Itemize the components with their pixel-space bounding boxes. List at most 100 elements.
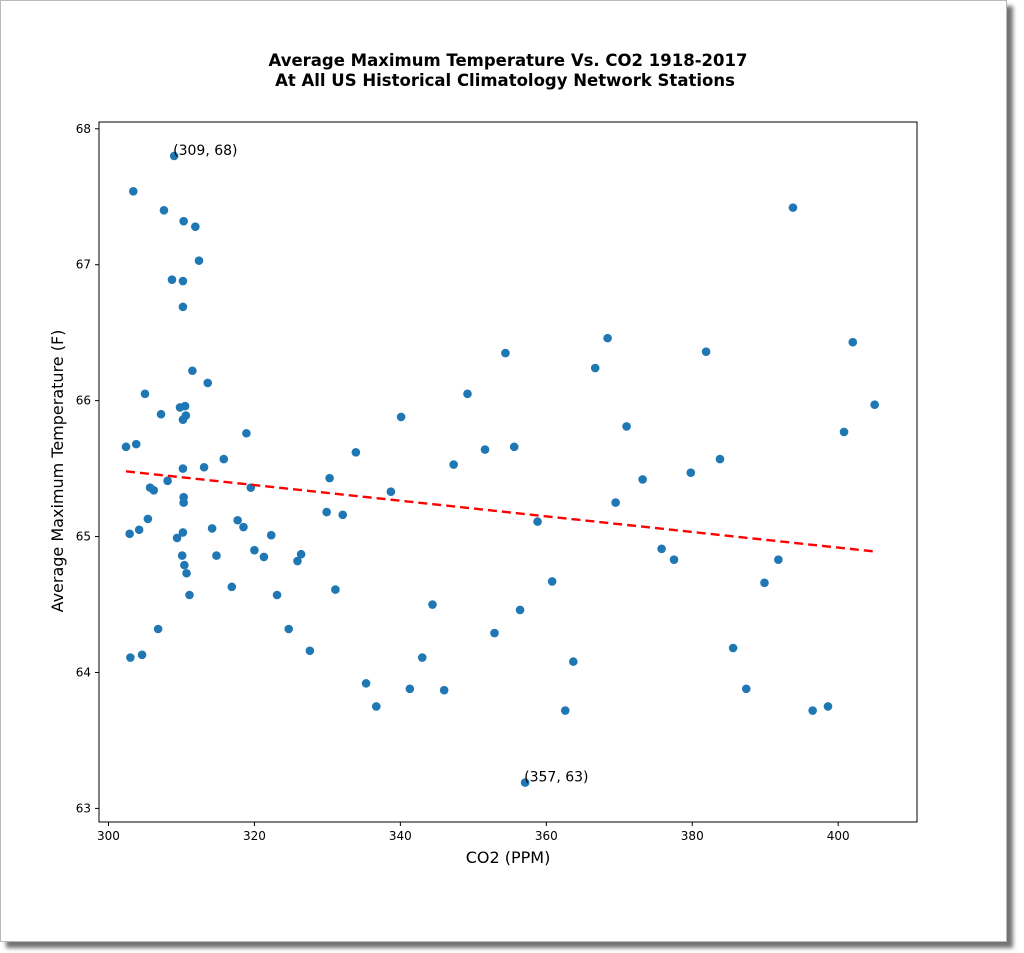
data-point bbox=[774, 555, 783, 564]
data-point bbox=[361, 679, 371, 688]
x-tick-label: 320 bbox=[243, 829, 266, 843]
data-point bbox=[808, 706, 817, 715]
data-point bbox=[179, 498, 188, 507]
data-point bbox=[611, 498, 620, 507]
data-point bbox=[622, 422, 631, 431]
x-tick-label: 300 bbox=[97, 829, 120, 843]
data-point bbox=[121, 442, 131, 452]
data-point bbox=[386, 487, 396, 497]
data-point bbox=[501, 348, 510, 358]
data-point bbox=[848, 337, 858, 347]
data-point bbox=[428, 600, 437, 609]
data-point bbox=[203, 378, 213, 388]
data-point bbox=[239, 522, 248, 532]
data-point bbox=[188, 366, 197, 376]
data-point bbox=[325, 473, 334, 483]
data-point bbox=[823, 702, 833, 711]
data-point bbox=[405, 684, 415, 694]
y-tick-label: 64 bbox=[76, 665, 91, 679]
data-point bbox=[207, 524, 217, 533]
data-point bbox=[178, 528, 188, 537]
data-point bbox=[194, 256, 204, 265]
data-point bbox=[178, 302, 188, 312]
data-point bbox=[728, 643, 738, 653]
data-point bbox=[163, 476, 172, 486]
data-point bbox=[178, 276, 188, 286]
y-tick-label: 63 bbox=[76, 801, 91, 815]
y-tick-label: 65 bbox=[76, 530, 91, 544]
data-point bbox=[338, 510, 348, 520]
data-point bbox=[250, 545, 259, 555]
data-point bbox=[149, 486, 159, 495]
plot-area bbox=[98, 121, 918, 823]
data-point bbox=[272, 590, 282, 600]
data-point bbox=[128, 187, 138, 196]
data-point bbox=[185, 590, 194, 600]
data-point bbox=[178, 415, 188, 424]
data-point bbox=[219, 454, 229, 464]
data-points bbox=[121, 151, 879, 787]
data-point bbox=[509, 442, 519, 452]
data-point bbox=[480, 445, 490, 454]
data-point bbox=[293, 556, 302, 566]
data-point bbox=[439, 685, 449, 695]
data-point bbox=[199, 462, 209, 472]
data-point bbox=[657, 544, 666, 554]
data-point bbox=[191, 222, 200, 231]
data-point bbox=[242, 428, 251, 438]
data-point bbox=[131, 439, 141, 449]
point-annotation: (357, 63) bbox=[524, 770, 588, 786]
data-point bbox=[305, 646, 315, 656]
data-point bbox=[212, 551, 221, 560]
x-tick-label: 340 bbox=[389, 829, 412, 843]
data-point bbox=[233, 515, 242, 525]
data-point bbox=[715, 454, 725, 464]
x-axis: 300 320 340 360 380 400 bbox=[97, 822, 850, 843]
data-point bbox=[156, 409, 166, 419]
data-point bbox=[266, 530, 276, 540]
data-point bbox=[371, 702, 381, 711]
x-tick-label: 380 bbox=[681, 829, 704, 843]
data-point bbox=[490, 628, 499, 638]
y-axis-label: Average Maximum Temperature (F) bbox=[48, 330, 67, 613]
x-tick-label: 400 bbox=[827, 829, 850, 843]
data-point bbox=[172, 533, 182, 543]
y-axis: 63 64 65 66 67 68 bbox=[76, 122, 99, 815]
data-point bbox=[180, 560, 189, 570]
data-point bbox=[533, 517, 542, 526]
data-point bbox=[296, 549, 306, 559]
data-point bbox=[178, 464, 188, 473]
x-axis-label: CO2 (PPM) bbox=[466, 848, 551, 867]
data-point bbox=[396, 412, 406, 422]
data-point bbox=[143, 514, 153, 524]
data-point bbox=[686, 468, 696, 477]
data-point bbox=[259, 552, 269, 562]
point-annotation: (309, 68) bbox=[173, 143, 237, 159]
y-tick-label: 66 bbox=[76, 394, 91, 408]
annotations: (309, 68) (357, 63) bbox=[173, 143, 588, 786]
data-point bbox=[741, 684, 751, 694]
data-point bbox=[125, 529, 134, 539]
chart-subtitle: At All US Historical Climatology Network… bbox=[275, 71, 735, 90]
data-point bbox=[547, 577, 557, 586]
data-point bbox=[870, 400, 879, 410]
x-tick-label: 360 bbox=[535, 829, 558, 843]
data-point bbox=[569, 657, 578, 666]
data-point bbox=[322, 507, 331, 517]
data-point bbox=[177, 551, 187, 560]
data-point bbox=[603, 333, 612, 343]
data-point bbox=[169, 151, 179, 161]
data-point bbox=[417, 653, 427, 662]
data-point bbox=[134, 525, 144, 535]
data-point bbox=[463, 389, 472, 399]
data-point bbox=[351, 447, 361, 457]
data-point bbox=[590, 363, 600, 373]
data-point bbox=[153, 624, 163, 634]
data-point bbox=[227, 582, 237, 592]
data-point bbox=[669, 555, 679, 564]
data-point bbox=[760, 578, 769, 588]
y-tick-label: 68 bbox=[76, 122, 91, 136]
chart-title: Average Maximum Temperature Vs. CO2 1918… bbox=[269, 51, 748, 70]
data-point bbox=[331, 585, 340, 594]
